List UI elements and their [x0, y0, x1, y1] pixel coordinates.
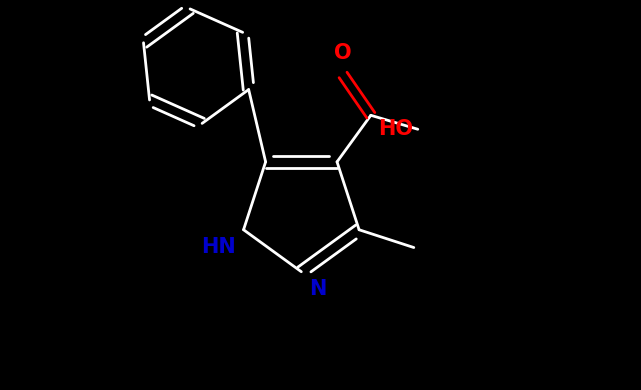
Text: HN: HN [201, 238, 236, 257]
Text: N: N [309, 279, 326, 300]
Text: HO: HO [378, 119, 413, 139]
Text: O: O [334, 43, 352, 64]
